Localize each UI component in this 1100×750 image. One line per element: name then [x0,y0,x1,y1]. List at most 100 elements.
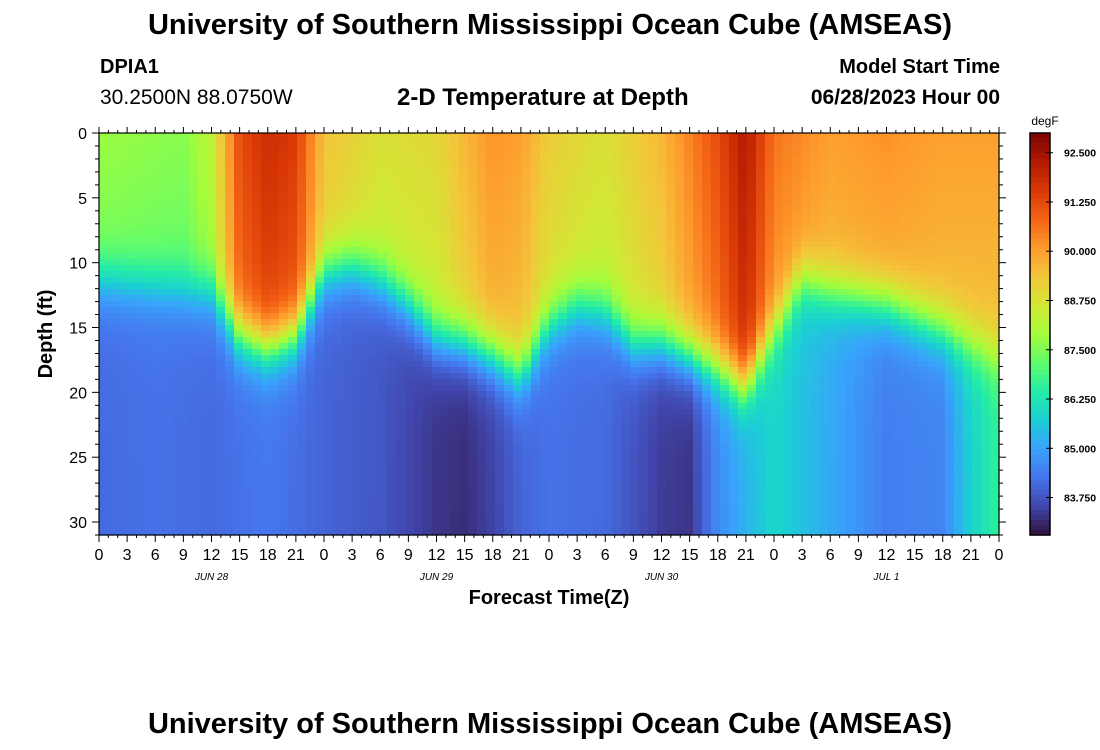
heatmap-cell [333,325,343,332]
heatmap-cell [315,271,325,278]
heatmap-cell [549,415,559,422]
heatmap-cell [360,505,370,512]
heatmap-cell [225,211,235,218]
heatmap-cell [729,343,739,350]
heatmap-cell [594,283,604,290]
heatmap-cell [531,313,541,320]
heatmap-cell [675,415,685,422]
heatmap-cell [558,265,568,272]
heatmap-cell [729,361,739,368]
heatmap-cell [585,133,595,140]
heatmap-cell [576,199,586,206]
heatmap-cell [378,163,388,170]
heatmap-cell [612,187,622,194]
heatmap-cell [513,355,523,362]
heatmap-cell [495,391,505,398]
heatmap-cell [684,175,694,182]
heatmap-cell [369,349,379,356]
heatmap-cell [495,505,505,512]
heatmap-cell [585,169,595,176]
heatmap-cell [324,385,334,392]
heatmap-cell [468,439,478,446]
heatmap-cell [342,331,352,338]
heatmap-cell [306,319,316,326]
heatmap-cell [657,331,667,338]
heatmap-cell [756,217,766,224]
heatmap-cell [450,343,460,350]
heatmap-cell [522,259,532,266]
heatmap-cell [117,211,127,218]
heatmap-cell [603,313,613,320]
heatmap-cell [306,157,316,164]
heatmap-cell [576,175,586,182]
heatmap-cell [360,349,370,356]
heatmap-cell [549,481,559,488]
heatmap-cell [648,343,658,350]
heatmap-cell [360,175,370,182]
heatmap-cell [450,223,460,230]
heatmap-cell [612,445,622,452]
heatmap-cell [522,409,532,416]
heatmap-cell [603,301,613,308]
heatmap-cell [315,319,325,326]
heatmap-cell [270,505,280,512]
heatmap-cell [126,481,136,488]
heatmap-cell [630,349,640,356]
heatmap-cell [270,439,280,446]
heatmap-cell [531,253,541,260]
heatmap-cell [306,229,316,236]
heatmap-cell [459,481,469,488]
heatmap-cell [711,199,721,206]
heatmap-cell [441,253,451,260]
heatmap-cell [531,271,541,278]
heatmap-cell [711,367,721,374]
heatmap-cell [594,457,604,464]
heatmap-cell [261,193,271,200]
heatmap-cell [144,229,154,236]
heatmap-cell [171,415,181,422]
heatmap-cell [666,397,676,404]
heatmap-cell [315,493,325,500]
heatmap-cell [243,151,253,158]
heatmap-cell [243,247,253,254]
heatmap-cell [306,373,316,380]
heatmap-cell [720,373,730,380]
heatmap-cell [378,367,388,374]
heatmap-cell [378,205,388,212]
heatmap-cell [405,193,415,200]
heatmap-cell [468,391,478,398]
heatmap-cell [396,241,406,248]
heatmap-cell [171,241,181,248]
heatmap-cell [387,247,397,254]
heatmap-cell [360,235,370,242]
heatmap-cell [234,133,244,140]
heatmap-cell [468,511,478,518]
heatmap-cell [225,325,235,332]
heatmap-cell [234,469,244,476]
heatmap-cell [729,163,739,170]
heatmap-cell [522,523,532,530]
heatmap-cell [693,397,703,404]
heatmap-cell [342,277,352,284]
heatmap-cell [387,313,397,320]
heatmap-cell [405,145,415,152]
heatmap-cell [711,379,721,386]
heatmap-cell [666,229,676,236]
heatmap-cell [450,247,460,254]
heatmap-cell [153,301,163,308]
heatmap-cell [432,403,442,410]
heatmap-cell [315,385,325,392]
heatmap-cell [468,175,478,182]
heatmap-cell [432,475,442,482]
heatmap-cell [630,505,640,512]
heatmap-cell [405,253,415,260]
heatmap-cell [261,499,271,506]
heatmap-cell [639,475,649,482]
heatmap-cell [108,295,118,302]
heatmap-cell [441,187,451,194]
heatmap-cell [495,133,505,140]
heatmap-cell [756,301,766,308]
heatmap-cell [621,301,631,308]
heatmap-cell [423,433,433,440]
heatmap-cell [225,385,235,392]
